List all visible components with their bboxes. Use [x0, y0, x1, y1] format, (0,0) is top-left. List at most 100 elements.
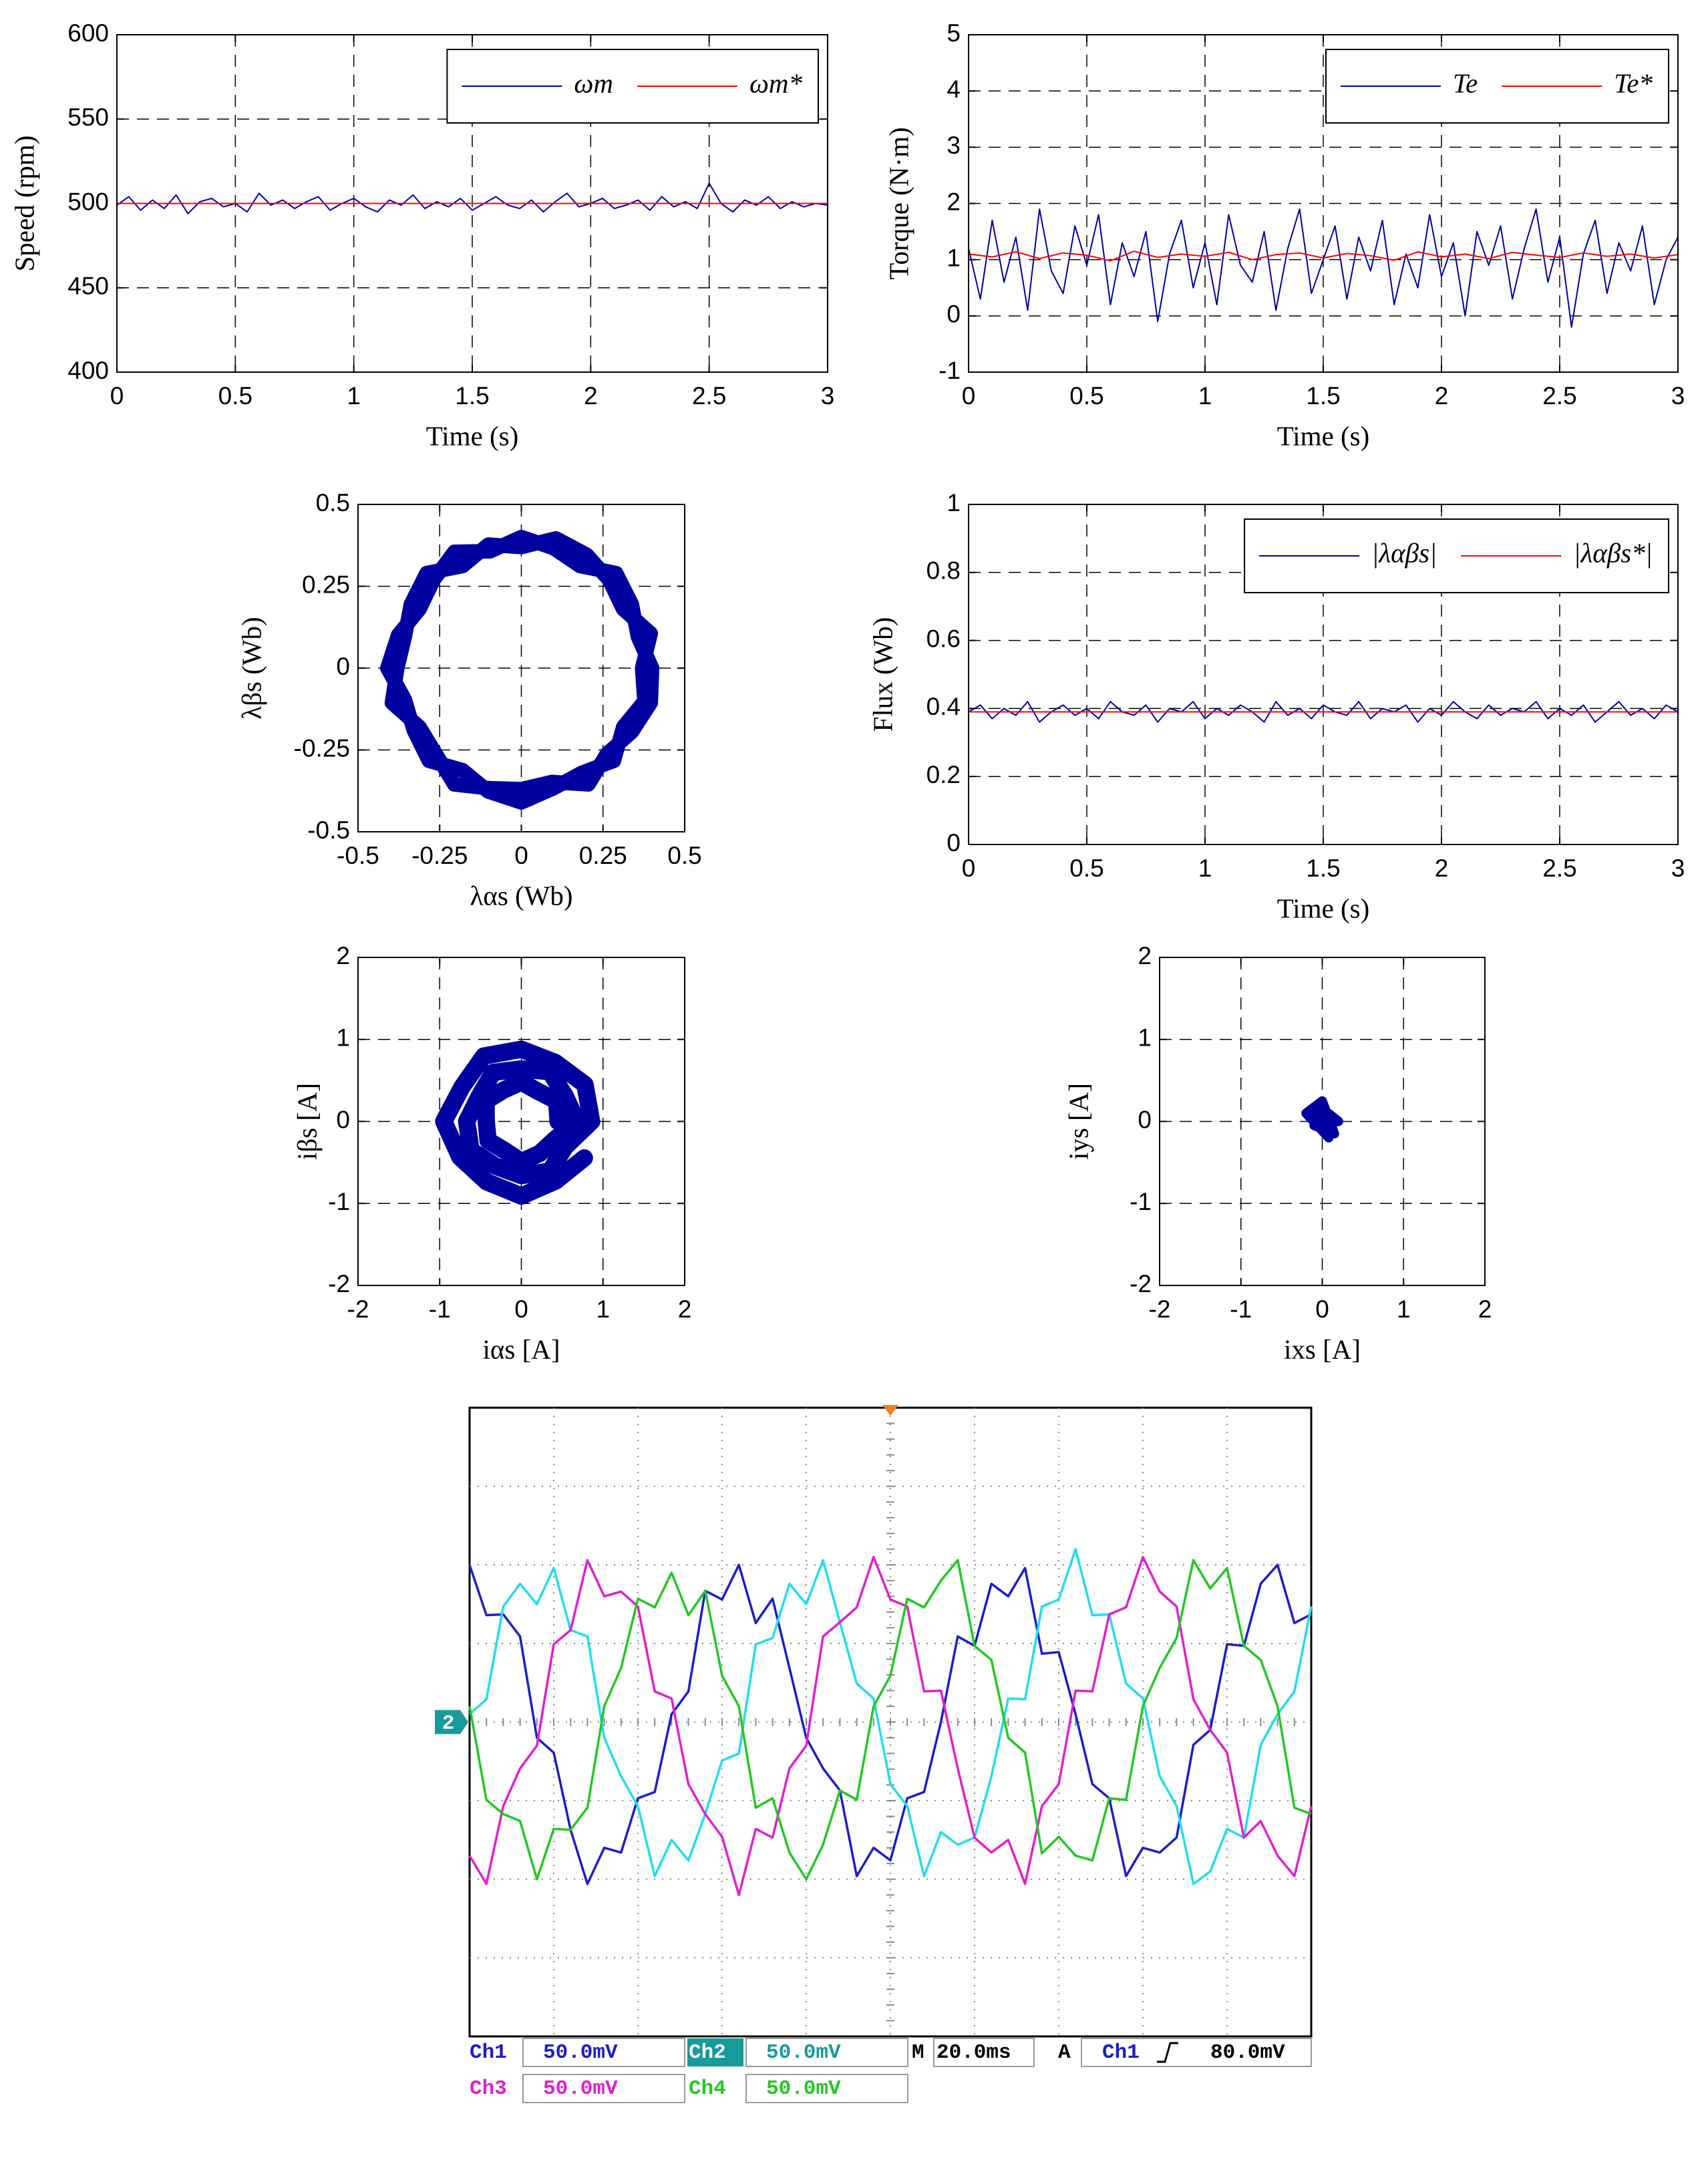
x-tick-label: -0.5	[337, 842, 379, 869]
y-tick-label: 0.4	[926, 693, 961, 720]
x-tick-label: 2	[678, 1295, 692, 1323]
x-tick-label: 0.25	[579, 842, 627, 869]
channel-scale: 50.0mV	[543, 2041, 618, 2064]
x-tick-label: 1	[596, 1295, 610, 1323]
x-tick-label: 2.5	[1542, 382, 1576, 410]
y-tick-label: -0.5	[307, 816, 350, 844]
scope-trace	[468, 1563, 1312, 1885]
x-tick-label: 1.5	[1306, 855, 1340, 882]
data-line	[380, 530, 660, 810]
scale-box	[522, 2038, 685, 2067]
x-tick-label: 3	[821, 382, 835, 410]
timebase-value: 20.0ms	[936, 2041, 1011, 2064]
x-tick-label: 0.5	[667, 842, 701, 869]
x-tick-label: 0	[1315, 1295, 1329, 1323]
x-tick-label: 2	[1435, 855, 1449, 882]
data-line	[1301, 1096, 1343, 1143]
y-tick-label: 0	[336, 1106, 350, 1133]
data-line	[968, 251, 1679, 262]
y-tick-label: 600	[67, 19, 109, 47]
data-line	[435, 1040, 601, 1205]
y-tick-label: 1	[1138, 1024, 1152, 1052]
scale-box	[745, 2038, 908, 2067]
trigger-label: A	[1058, 2041, 1071, 2064]
y-axis-label: λβs (Wb)	[236, 617, 267, 719]
channel-label: Ch1	[470, 2041, 507, 2064]
y-axis-label: Torque (N·m)	[883, 127, 914, 279]
ground-marker	[435, 1710, 468, 1734]
x-axis-label: ixs [A]	[1284, 1334, 1361, 1364]
legend-label: |λαβs|	[1371, 537, 1437, 568]
x-tick-label: 0.5	[1069, 382, 1103, 410]
y-tick-label: 0.25	[302, 571, 350, 598]
x-axis-label: Time (s)	[426, 420, 519, 451]
y-tick-label: 1	[336, 1024, 350, 1052]
timebase-label: M	[912, 2041, 924, 2064]
y-axis-label: iys [A]	[1063, 1083, 1093, 1160]
trigger-slope	[1157, 2042, 1178, 2063]
legend: Te Te*	[1325, 49, 1669, 124]
y-tick-label: 1	[947, 244, 961, 271]
x-tick-label: -2	[1149, 1295, 1171, 1323]
channel-label: Ch2	[689, 2041, 726, 2064]
x-tick-label: 0	[962, 855, 976, 882]
y-axis-label: Flux (Wb)	[867, 617, 898, 732]
x-tick-label: 2.5	[1542, 855, 1576, 882]
timebase-box	[933, 2038, 1035, 2067]
x-tick-label: -2	[347, 1295, 369, 1323]
y-tick-label: 1	[947, 489, 961, 516]
y-tick-label: 0	[947, 301, 961, 328]
channel-label: Ch4	[689, 2077, 726, 2101]
y-tick-label: -1	[938, 357, 961, 384]
y-tick-label: 500	[67, 188, 109, 215]
x-tick-label: 1	[347, 382, 361, 410]
x-tick-label: 0	[514, 842, 528, 869]
channel-badge	[687, 2038, 743, 2066]
x-tick-label: 2	[1478, 1295, 1492, 1323]
data-line	[968, 208, 1679, 328]
y-tick-label: 4	[947, 75, 961, 103]
plot-frame	[1159, 957, 1486, 1286]
x-tick-label: 2	[584, 382, 598, 410]
channel-label: Ch3	[470, 2077, 507, 2101]
x-tick-label: -1	[429, 1295, 451, 1323]
trigger-position	[882, 1405, 898, 1416]
legend: ωm ωm*	[446, 49, 819, 124]
ground-marker-label: 2	[442, 1712, 455, 1736]
y-tick-label: -2	[328, 1270, 350, 1297]
y-tick-label: 550	[67, 104, 109, 131]
scope-trace	[468, 1547, 1313, 1885]
y-tick-label: 5	[947, 19, 961, 47]
data-line	[968, 701, 1679, 723]
legend-label: ωm	[574, 67, 613, 98]
x-tick-label: 1	[1198, 855, 1212, 882]
trigger-source: Ch1	[1102, 2041, 1140, 2064]
y-tick-label: -1	[328, 1188, 350, 1215]
scope-trace	[468, 1555, 1313, 1897]
y-tick-label: 3	[947, 132, 961, 159]
x-tick-label: 2	[1435, 382, 1449, 410]
legend-label: ωm*	[749, 67, 803, 98]
plot-frame	[116, 34, 828, 373]
legend-label: |λαβs*|	[1573, 537, 1653, 568]
x-tick-label: 3	[1671, 382, 1685, 410]
y-tick-label: 2	[1138, 942, 1152, 969]
y-tick-label: 0.2	[926, 761, 961, 788]
x-axis-label: λαs (Wb)	[470, 880, 572, 911]
y-tick-label: 400	[67, 357, 109, 384]
legend: |λαβs| |λαβs*|	[1244, 518, 1669, 593]
x-tick-label: 0.5	[218, 382, 252, 410]
x-tick-label: 0	[514, 1295, 528, 1323]
x-tick-label: -0.25	[411, 842, 468, 869]
x-tick-label: -1	[1230, 1295, 1252, 1323]
y-tick-label: 0	[947, 829, 961, 857]
x-tick-label: 0.5	[1069, 855, 1103, 882]
channel-scale: 50.0mV	[543, 2077, 618, 2101]
plot-frame	[968, 34, 1679, 373]
trigger-box	[1081, 2038, 1312, 2067]
y-tick-label: 450	[67, 273, 109, 300]
y-tick-label: 0	[336, 653, 350, 680]
y-tick-label: -1	[1130, 1188, 1152, 1215]
plot-frame	[357, 957, 685, 1286]
